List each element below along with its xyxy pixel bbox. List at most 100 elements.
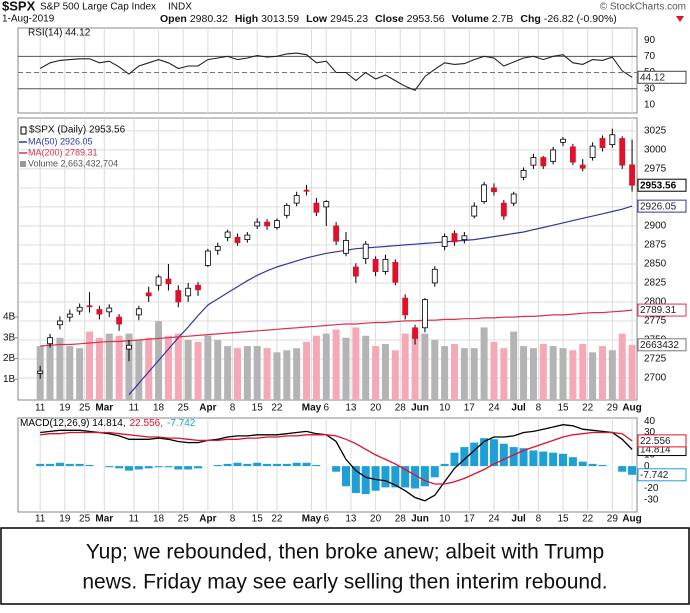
x-tick-label: 6 [323,403,329,414]
candle-body [323,201,330,208]
quote-label: Low [306,13,328,25]
candle-body [422,299,428,329]
candle-body [165,278,172,285]
histogram-bar [184,466,193,470]
candle-body [569,146,576,163]
candle-body [37,370,44,374]
candle-body [510,193,517,204]
volume-bar [243,346,251,400]
x-tick-label: 20 [370,514,382,525]
histogram-bar [499,443,508,467]
x-tick-label: 8 [536,403,542,414]
candle-body [530,157,537,166]
histogram-bar [440,463,449,467]
candle-body [116,316,123,325]
histogram-bar [282,463,291,467]
moving-average [128,205,633,396]
histogram-bar [618,466,627,472]
volume-bar [608,350,616,400]
x-tick-label: 15 [252,403,264,414]
volume-bar [312,335,320,400]
histogram-bar [332,466,341,472]
volume-bar [618,333,626,400]
candle-body [540,157,547,167]
quote-label: Open [160,13,187,25]
volume-bar [322,333,330,400]
volume-bar [263,348,271,400]
volume-bar [510,331,518,400]
volume-bar [283,350,291,400]
value-badge [637,303,687,317]
volume-bar [539,344,547,400]
candle-body [86,305,93,308]
volume-bar [293,348,301,400]
histogram-bar [65,463,74,467]
candle-body [313,202,320,213]
volume-bar [549,346,557,400]
x-tick-label: Jun [411,514,429,525]
y-tick-label: 30 [644,427,656,438]
volume-bar [490,341,498,400]
candle-body [293,195,300,204]
candle-body [57,320,63,326]
volume-bar [135,339,143,400]
down-arrow [676,16,684,22]
histogram-bar [529,450,538,467]
histogram-bar [134,466,143,470]
candle-body [333,225,340,242]
volume-bar [579,344,587,400]
value-badge [637,338,687,352]
quote-line: Open 2980.32 High 3013.59 Low 2945.23 Close 295… [160,13,617,25]
histogram-bar [371,466,380,491]
x-tick-label: 11 [129,514,140,525]
y-tick-label: 90 [644,35,656,46]
x-tick-label: 18 [153,403,165,414]
x-tick-label: 6 [323,514,329,525]
histogram-bar [489,439,498,467]
value-badge-label: 22.556 [640,436,671,447]
macd-line [40,424,633,502]
x-tick-label: 24 [488,403,500,414]
candle-body [372,258,379,272]
candle-body [264,221,270,227]
quote-value: 3013.59 [261,13,299,25]
y-tick-label: 2825 [644,278,667,289]
x-tick-label: 17 [464,403,476,414]
y-tick-label: 30 [644,83,656,94]
candle-body [382,258,389,272]
value-badge-label: 2926.05 [640,201,677,212]
x-tick-label: 10 [439,403,451,414]
volume-bar [86,331,94,400]
volume-bar [441,346,449,400]
quote-label: Close [375,13,404,25]
histogram-bar [480,438,489,467]
legend-entry: -7.742 [167,418,196,429]
candle-body [491,187,497,193]
quote-value: 2953.56 [407,13,445,25]
volume-bar [46,344,54,400]
volume-bar [480,327,488,400]
value-badge [637,178,687,192]
histogram-bar [85,465,94,467]
volume-tick-label: 1B [3,374,16,385]
histogram-bar [144,466,153,469]
x-tick-label: 20 [370,403,382,414]
candle-body [619,138,626,166]
histogram-bar [578,461,587,467]
x-tick-label: 13 [345,514,357,525]
volume-bar [273,352,281,400]
candle-body [224,231,231,238]
x-tick-label: Aug [622,403,641,414]
volume-bar [362,335,370,400]
y-tick-label: 2725 [644,354,667,365]
candle-body [500,202,507,217]
caption-box [0,527,690,605]
volume-bar [194,341,202,400]
x-tick-label: 25 [178,514,190,525]
histogram-bar [55,462,64,467]
candle-body [609,134,616,146]
volume-bar [145,337,153,400]
x-tick-label: 15 [557,403,569,414]
histogram-bar [223,463,232,467]
x-tick-label: May [302,514,322,525]
